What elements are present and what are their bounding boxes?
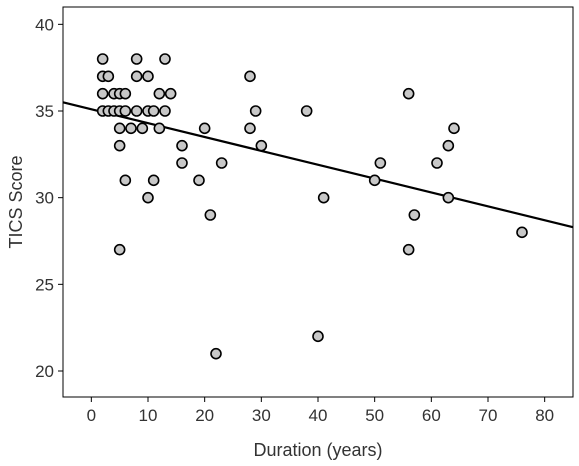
data-point — [374, 157, 387, 169]
data-point — [442, 139, 455, 152]
data-point — [147, 174, 160, 187]
data-point — [164, 87, 177, 100]
data-point — [249, 105, 262, 117]
data-point — [125, 122, 137, 135]
data-point — [136, 122, 149, 135]
data-point — [448, 122, 460, 135]
data-point — [210, 347, 222, 360]
data-point — [142, 70, 154, 83]
y-tick-label: 30 — [35, 189, 54, 208]
x-tick-label: 70 — [479, 406, 498, 425]
data-point — [442, 191, 455, 204]
y-axis-ticks: 20 25 30 35 40 — [35, 15, 63, 381]
data-point — [215, 157, 228, 169]
trend-line-group — [62, 101, 574, 229]
x-axis-label: Duration (years) — [253, 440, 382, 460]
data-point — [159, 105, 171, 117]
data-point — [402, 87, 415, 100]
y-tick-label: 40 — [35, 15, 54, 34]
data-point — [317, 191, 330, 204]
x-axis-ticks: 0 10 20 30 40 50 60 70 80 — [87, 397, 554, 425]
data-point — [130, 53, 143, 65]
x-tick-label: 40 — [309, 406, 328, 425]
y-tick-label: 25 — [35, 275, 54, 294]
data-point — [176, 139, 188, 152]
data-point — [516, 226, 528, 239]
regression-line — [62, 101, 574, 229]
data-point — [193, 174, 205, 187]
data-point — [368, 174, 381, 187]
data-point — [119, 174, 132, 187]
data-point — [96, 53, 109, 65]
x-tick-label: 30 — [252, 406, 271, 425]
x-tick-label: 80 — [535, 406, 554, 425]
y-axis-label: TICS Score — [6, 155, 26, 248]
data-point — [312, 330, 324, 343]
data-point — [255, 139, 268, 152]
data-point — [119, 105, 132, 117]
x-tick-label: 60 — [422, 406, 441, 425]
y-tick-label: 20 — [35, 362, 54, 381]
data-point — [113, 243, 126, 256]
x-tick-label: 0 — [87, 406, 96, 425]
data-point — [408, 209, 421, 221]
data-point — [142, 191, 154, 204]
data-point — [113, 122, 126, 135]
data-point — [159, 53, 171, 65]
data-point — [244, 122, 256, 135]
data-point — [431, 157, 443, 169]
data-point — [204, 209, 217, 221]
data-point — [244, 70, 256, 83]
data-point — [300, 105, 313, 117]
data-point — [119, 87, 132, 100]
data-point — [96, 87, 109, 100]
data-point — [176, 157, 188, 169]
x-tick-label: 50 — [365, 406, 384, 425]
y-tick-label: 35 — [35, 102, 54, 121]
data-point — [153, 87, 166, 100]
data-point — [147, 105, 160, 117]
data-point — [102, 70, 115, 83]
data-point — [113, 139, 126, 152]
x-tick-label: 20 — [195, 406, 214, 425]
data-point — [402, 243, 415, 256]
data-point — [130, 105, 143, 117]
data-point — [130, 70, 143, 83]
data-points — [96, 53, 528, 360]
x-tick-label: 10 — [139, 406, 158, 425]
data-point — [153, 122, 166, 135]
data-point — [198, 122, 211, 135]
